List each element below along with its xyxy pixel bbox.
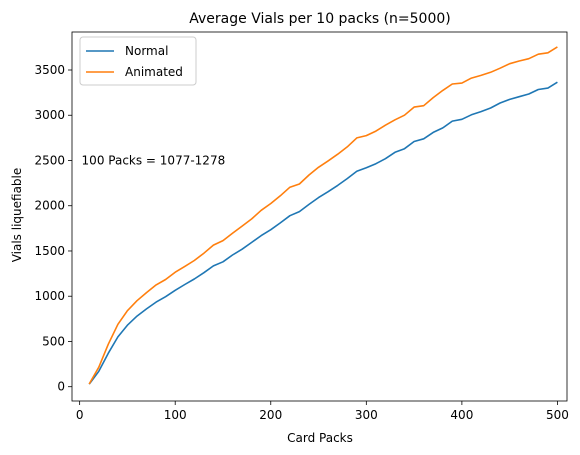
series-line-animated bbox=[88, 46, 558, 385]
x-tick-label: 400 bbox=[450, 408, 473, 422]
x-tick-label: 100 bbox=[164, 408, 187, 422]
y-tick-label: 2000 bbox=[34, 199, 65, 213]
legend-label-animated: Animated bbox=[125, 65, 183, 79]
x-tick-label: 300 bbox=[355, 408, 378, 422]
x-axis-ticks: 0 100 200 300 400 500 bbox=[76, 401, 569, 422]
y-tick-label: 1500 bbox=[34, 244, 65, 258]
x-tick-label: 500 bbox=[546, 408, 569, 422]
legend-box bbox=[79, 36, 197, 86]
y-tick-label: 0 bbox=[57, 380, 65, 394]
legend: Normal Animated bbox=[79, 36, 197, 86]
y-tick-label: 2500 bbox=[34, 153, 65, 167]
y-tick-label: 1000 bbox=[34, 289, 65, 303]
x-axis-label: Card Packs bbox=[287, 431, 353, 445]
y-axis-label: Vials liquefiable bbox=[10, 168, 24, 263]
legend-label-normal: Normal bbox=[125, 44, 168, 58]
axes-frame bbox=[71, 31, 568, 402]
y-axis-ticks: 0 500 1000 1500 2000 2500 3000 3500 bbox=[34, 63, 72, 394]
series-line-normal bbox=[88, 81, 558, 385]
y-tick-label: 500 bbox=[42, 334, 65, 348]
y-tick-label: 3000 bbox=[34, 108, 65, 122]
plot-area bbox=[88, 46, 558, 385]
chart-title: Average Vials per 10 packs (n=5000) bbox=[189, 11, 450, 27]
y-tick-label: 3500 bbox=[34, 63, 65, 77]
x-tick-label: 0 bbox=[76, 408, 84, 422]
x-tick-label: 200 bbox=[259, 408, 282, 422]
pack-range-annotation: 100 Packs = 1077-1278 bbox=[82, 153, 226, 167]
